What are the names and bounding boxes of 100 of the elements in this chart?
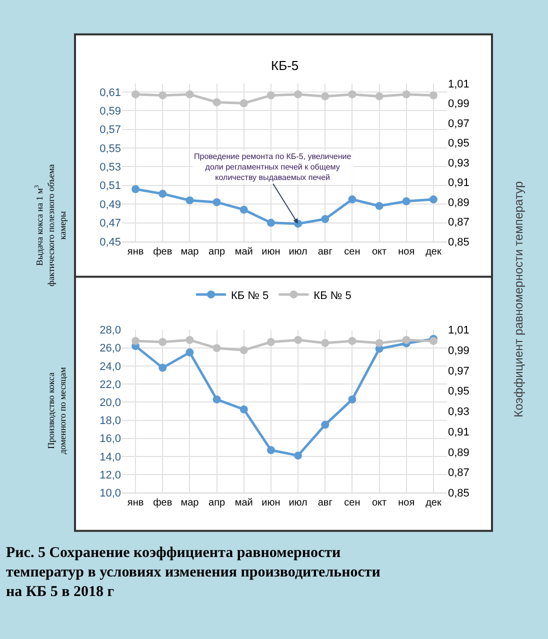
- x-tick-label: дек: [426, 498, 442, 509]
- x-tick-label: ноя: [398, 498, 415, 509]
- y2-tick-label: 0,91: [448, 177, 470, 190]
- x-tick-label: ноя: [398, 246, 415, 258]
- x-tick-label: май: [234, 498, 253, 509]
- y2-axis-title: Коэффициент равномерности температур: [512, 180, 526, 418]
- y2-tick-label: 0,93: [448, 157, 470, 170]
- point: [321, 420, 330, 429]
- x-tick-label: мар: [180, 498, 200, 509]
- y2-tick-label: 0,95: [448, 138, 470, 150]
- x-tick-label: апр: [208, 498, 226, 509]
- y-tick-label: 0,47: [100, 218, 121, 230]
- y2-tick-label: 0,85: [448, 236, 470, 248]
- y2-tick-label: 0,95: [448, 386, 470, 398]
- point: [132, 185, 140, 194]
- y-tick-label: 18,0: [100, 415, 121, 428]
- point: [212, 395, 221, 404]
- x-tick-label: мар: [180, 246, 200, 258]
- point: [212, 98, 221, 106]
- x-tick-label: янв: [127, 498, 144, 509]
- point: [186, 348, 194, 356]
- legend-label: КБ № 5: [314, 290, 352, 302]
- x-tick-label: апр: [208, 246, 226, 258]
- y2-tick-label: 0,99: [448, 344, 470, 357]
- legend-label: КБ № 5: [231, 290, 269, 302]
- y-axis-title: Выдача кокса на 1 м$^{3}$ фактического полезного объема камеры: [34, 164, 68, 286]
- point: [266, 446, 275, 454]
- y2-tick-label: 0,99: [448, 98, 470, 110]
- point: [240, 99, 248, 108]
- x-tick-label: июл: [288, 498, 308, 509]
- x-tick-label: дек: [426, 246, 442, 258]
- y-tick-label: 0,51: [100, 180, 121, 192]
- y2-tick-label: 0,87: [448, 467, 470, 480]
- point: [186, 196, 194, 204]
- point: [402, 90, 410, 98]
- y-tick-label: 28,0: [100, 324, 121, 337]
- point: [294, 90, 302, 98]
- point: [348, 195, 356, 204]
- point: [186, 90, 194, 98]
- point: [294, 452, 302, 460]
- y-tick-label: 16,0: [100, 433, 121, 446]
- y-tick-label: 0,49: [100, 198, 121, 211]
- point: [348, 90, 356, 98]
- point: [266, 218, 275, 227]
- y2-tick-label: 0,97: [448, 118, 470, 130]
- point: [266, 91, 275, 100]
- x-tick-label: окт: [372, 498, 388, 509]
- y-tick-label: 0,45: [100, 236, 121, 248]
- point: [212, 198, 221, 206]
- x-tick-label: фев: [153, 498, 172, 509]
- text: Рис. 5 Сохранение коэффициента равномерности температур в условиях изменения производительности на КБ 5 в 2018 г: [6, 545, 381, 600]
- y-tick-label: 24,0: [100, 360, 121, 373]
- x-tick-label: июн: [262, 498, 280, 509]
- point: [240, 405, 248, 414]
- point: [158, 91, 167, 100]
- point: [429, 91, 438, 100]
- y-tick-label: 0,55: [100, 142, 121, 155]
- y2-tick-label: 1,01: [448, 324, 470, 337]
- y2-tick-label: 0,89: [448, 446, 470, 459]
- point: [375, 202, 384, 210]
- point: [240, 206, 248, 214]
- x-tick-label: окт: [372, 246, 388, 258]
- y2-tick-label: 0,93: [448, 406, 470, 418]
- y-tick-label: 10,0: [100, 488, 121, 500]
- point: [348, 395, 356, 404]
- y-tick-label: 0,57: [100, 124, 121, 136]
- x-tick-label: сен: [344, 498, 360, 509]
- x-tick-label: сен: [344, 246, 360, 258]
- x-tick-label: июн: [262, 246, 280, 258]
- chart-title: КБ-5: [271, 58, 299, 73]
- y-tick-label: 12,0: [100, 469, 121, 482]
- y2-tick-label: 0,85: [448, 488, 470, 500]
- y-tick-label: 22,0: [100, 378, 121, 391]
- y-axis-title: Производство кокса доменного по месяцам: [46, 366, 68, 454]
- y2-tick-label: 0,91: [448, 426, 470, 438]
- y-tick-label: 0,61: [100, 86, 121, 99]
- point: [321, 92, 330, 100]
- x-tick-label: янв: [127, 246, 144, 258]
- point: [321, 215, 330, 224]
- x-tick-label: май: [234, 246, 253, 258]
- point: [375, 92, 384, 100]
- point: [402, 197, 410, 206]
- y-tick-label: 0,53: [100, 162, 121, 174]
- annotation: Проведение ремонта по КБ-5, увеличение доли регламентных печей к общему количеству выдаваемых печей: [194, 152, 352, 182]
- y-tick-label: 14,0: [100, 451, 121, 464]
- x-tick-label: фев: [153, 246, 172, 258]
- point: [158, 364, 167, 372]
- point: [158, 190, 167, 198]
- y2-tick-label: 1,01: [448, 78, 470, 90]
- y-tick-label: 26,0: [100, 342, 121, 355]
- point: [132, 90, 140, 98]
- y2-tick-label: 0,97: [448, 365, 470, 378]
- x-tick-label: авг: [318, 246, 333, 258]
- x-tick-label: авг: [318, 498, 333, 509]
- y-tick-label: 20,0: [100, 397, 121, 410]
- y-tick-label: 0,59: [100, 105, 121, 118]
- y2-tick-label: 0,87: [448, 216, 470, 229]
- y2-tick-label: 0,89: [448, 196, 470, 209]
- x-tick-label: июл: [288, 246, 308, 258]
- point: [429, 195, 438, 204]
